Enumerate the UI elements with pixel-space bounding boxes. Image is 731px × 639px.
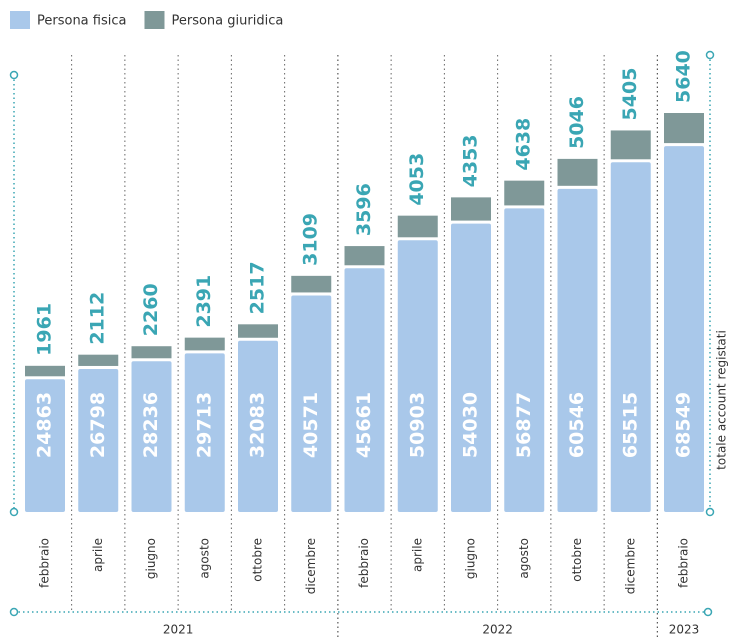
x-tick-label: agosto: [517, 538, 531, 579]
bar-segment: [451, 223, 491, 512]
value-label: 5046: [566, 96, 588, 149]
value-label: 54030: [460, 392, 482, 458]
x-tick-label: febbraio: [677, 538, 691, 588]
legend-swatch: [144, 11, 165, 29]
x-tick-label: giugno: [144, 538, 158, 579]
axis-dot: [9, 70, 19, 80]
bar-segment: [78, 368, 119, 512]
bar-segment: [291, 275, 332, 293]
x-tick-label: febbraio: [357, 538, 371, 588]
value-label: 45661: [353, 392, 375, 458]
axis-dot: [9, 607, 19, 617]
x-tick-label: dicembre: [304, 538, 318, 594]
bar-segment: [397, 215, 438, 238]
x-tick-label: agosto: [197, 538, 211, 579]
x-tick-label: dicembre: [623, 538, 637, 594]
value-label: 4053: [406, 153, 428, 206]
value-label: 5640: [673, 50, 695, 103]
group-label: 2022: [482, 623, 513, 637]
value-label: 56877: [513, 392, 535, 458]
bar-segment: [397, 240, 438, 512]
value-label: 4638: [513, 118, 535, 171]
bar-segment: [78, 354, 119, 366]
bar-segment: [557, 158, 598, 186]
value-label: 28236: [140, 392, 162, 458]
x-tick-label: ottobre: [251, 538, 265, 582]
bar-segment: [291, 295, 332, 512]
bar-segment: [238, 340, 278, 512]
x-tick-label: aprile: [410, 538, 424, 572]
value-label: 26798: [87, 392, 109, 458]
value-label: 24863: [34, 392, 56, 458]
value-label: 68549: [673, 392, 695, 458]
group-label: 2023: [669, 623, 700, 637]
group-label: 2021: [163, 623, 194, 637]
legend-label: Persona giuridica: [171, 14, 283, 29]
value-label: 1961: [34, 303, 56, 356]
bar-segment: [610, 162, 651, 512]
x-tick-label: febbraio: [38, 538, 52, 588]
bar-segment: [504, 208, 545, 512]
axis-dot: [705, 50, 715, 60]
value-label: 3109: [300, 213, 322, 266]
value-label: 2517: [247, 261, 269, 314]
value-label: 40571: [300, 392, 322, 458]
bar-segment: [238, 324, 278, 338]
bar-segment: [25, 379, 65, 512]
value-label: 29713: [193, 392, 215, 458]
bar-segment: [344, 268, 385, 512]
value-label: 3596: [353, 183, 375, 236]
bar-segment: [184, 337, 225, 351]
value-label: 2260: [140, 283, 162, 336]
bar-segment: [664, 146, 704, 512]
bar-segment: [131, 346, 172, 359]
bar-segment: [131, 361, 172, 512]
value-label: 32083: [247, 392, 269, 458]
axis-dot: [9, 507, 19, 517]
bar-segment: [344, 246, 385, 266]
value-label: 2391: [193, 275, 215, 328]
bar-segment: [451, 197, 491, 221]
value-label: 50903: [406, 392, 428, 458]
legend-label: Persona fisica: [37, 14, 126, 29]
value-label: 65515: [619, 392, 641, 458]
value-label: 5405: [619, 68, 641, 121]
axis-dot: [705, 507, 715, 517]
x-tick-label: giugno: [464, 538, 478, 579]
bar-segment: [664, 113, 704, 144]
bar-segment: [557, 188, 598, 512]
legend-swatch: [10, 11, 30, 29]
bar-segment: [610, 130, 651, 160]
value-label: 60546: [566, 392, 588, 458]
value-label: 2112: [87, 292, 109, 345]
value-label: 4353: [460, 134, 482, 187]
x-tick-label: aprile: [91, 538, 105, 572]
bar-segment: [184, 353, 225, 512]
y-axis-label: totale account registati: [715, 330, 729, 470]
x-tick-label: ottobre: [570, 538, 584, 582]
bar-segment: [504, 180, 545, 206]
bar-segment: [25, 365, 65, 377]
axis-dot: [703, 607, 713, 617]
